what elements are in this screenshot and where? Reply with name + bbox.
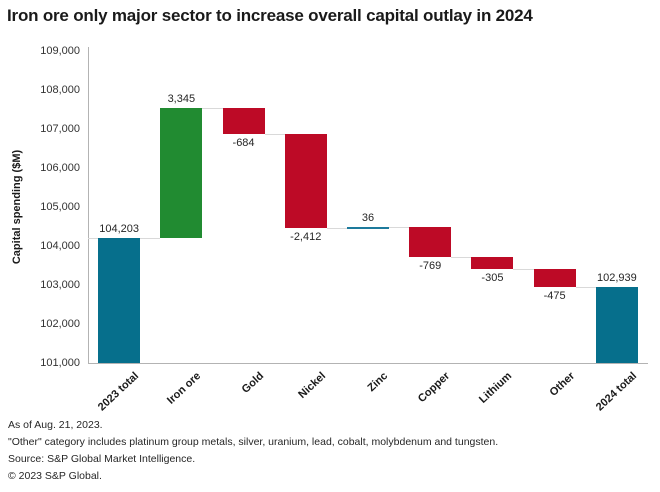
bar-nickel [284,134,327,229]
connector-line [389,226,410,228]
value-label-2023-total: 104,203 [99,223,139,236]
y-tick-label: 105,000 [40,201,80,213]
connector-line [202,107,223,109]
y-tick-label: 104,000 [40,240,80,252]
y-tick-label: 107,000 [40,123,80,135]
bar-copper [409,226,452,257]
bar-lithium [471,256,514,269]
y-tick-label: 106,000 [40,162,80,174]
footnote-other-definition: "Other" category includes platinum group… [8,436,499,448]
value-label-other: -475 [543,290,566,303]
y-tick-label: 103,000 [40,279,80,291]
value-label-iron-ore: 3,345 [167,92,196,105]
value-label-copper: -769 [419,259,442,272]
x-axis-line [88,363,648,364]
bar-gold [222,107,265,135]
connector-line [326,228,347,230]
y-tick-label: 102,000 [40,318,80,330]
y-tick-label: 101,000 [40,357,80,369]
footnote-copyright: © 2023 S&P Global. [8,470,102,482]
value-label-zinc: 36 [361,211,375,224]
bar-2024-total [595,287,638,363]
y-tick-label: 109,000 [40,45,80,57]
chart-title: Iron ore only major sector to increase o… [7,6,533,25]
connector-line [451,256,472,258]
connector-line [513,268,534,270]
footnote-source: Source: S&P Global Market Intelligence. [8,453,196,465]
bar-iron-ore [160,107,203,239]
connector-line [575,287,596,289]
y-tick-label: 108,000 [40,84,80,96]
y-axis-line [88,47,89,363]
footnote-as-of: As of Aug. 21, 2023. [8,419,103,431]
value-label-gold: -684 [232,137,255,150]
bar-2023-total [98,238,141,363]
y-axis-title: Capital spending ($M) [11,149,23,265]
bar-zinc [347,226,389,229]
value-label-lithium: -305 [481,271,504,284]
value-label-nickel: -2,412 [290,231,322,244]
connector-line [264,134,285,136]
value-label-2024-total: 102,939 [596,272,637,285]
footnotes: As of Aug. 21, 2023. "Other" category in… [8,417,656,485]
bar-other [533,268,576,288]
